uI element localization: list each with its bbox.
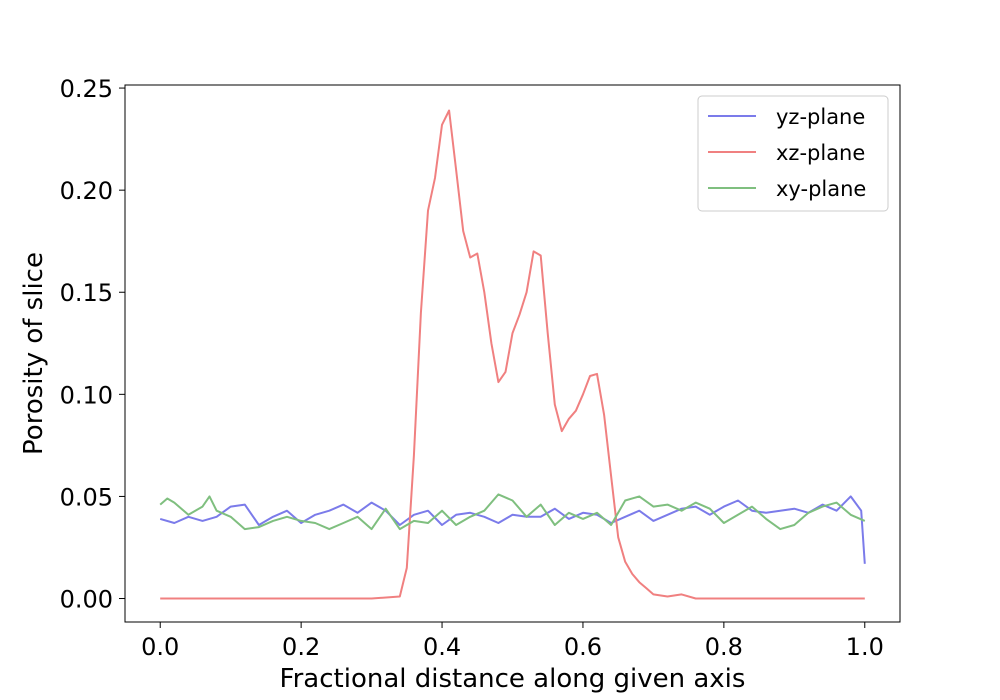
- x-tick-label: 1.0: [846, 633, 884, 661]
- y-tick-label: 0.20: [60, 177, 113, 205]
- x-axis-ticks: 0.0 0.2 0.4 0.6 0.8 1.0: [141, 622, 884, 661]
- x-tick-label: 0.2: [282, 633, 320, 661]
- legend-label-yz-plane: yz-plane: [776, 105, 865, 129]
- plot-area-frame: [124, 84, 901, 623]
- x-tick-label: 0.8: [705, 633, 743, 661]
- y-tick-label: 0.05: [60, 483, 113, 511]
- y-tick-label: 0.25: [60, 75, 113, 103]
- legend-box: [697, 95, 889, 212]
- legend-label-xz-plane: xz-plane: [776, 141, 865, 165]
- series-line-xy-plane: [159, 493, 866, 531]
- x-tick-label: 0.0: [141, 633, 179, 661]
- series-layer: [159, 109, 866, 600]
- x-axis-label: Fractional distance along given axis: [280, 664, 746, 694]
- y-tick-label: 0.10: [60, 381, 113, 409]
- legend: yz-plane xz-plane xy-plane: [697, 95, 889, 212]
- x-tick-label: 0.4: [423, 633, 461, 661]
- legend-label-xy-plane: xy-plane: [776, 177, 866, 201]
- y-tick-label: 0.00: [60, 586, 113, 614]
- series-line-xz-plane: [160, 109, 865, 600]
- y-axis-label: Porosity of slice: [19, 252, 49, 455]
- y-axis-ticks: 0.00 0.05 0.10 0.15 0.20 0.25: [60, 75, 125, 614]
- x-tick-label: 0.6: [564, 633, 602, 661]
- y-tick-label: 0.15: [60, 279, 113, 307]
